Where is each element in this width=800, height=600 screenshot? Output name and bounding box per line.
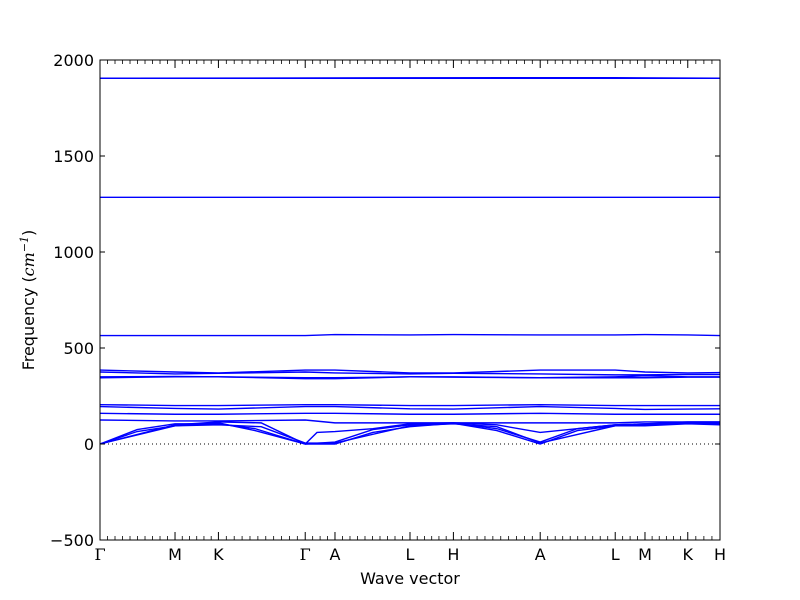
y-tick-label: 1500: [53, 147, 94, 166]
x-tick-label: H: [447, 545, 459, 564]
band-line-5: [99, 369, 721, 374]
x-tick-label: L: [406, 545, 415, 564]
y-axis-label: Frequency (cm−1): [18, 230, 39, 371]
y-tick-label: 0: [84, 435, 94, 454]
band-line-15: [99, 421, 720, 445]
band-line-8: [99, 375, 720, 379]
y-tick-label: 1000: [53, 243, 94, 262]
y-tick-label: 2000: [53, 51, 94, 70]
x-tick-label: A: [330, 545, 341, 564]
band-line-2: [99, 76, 721, 79]
x-tick-label: K: [683, 545, 694, 564]
y-axis-label-suffix: ): [19, 230, 38, 236]
plot-frame: [99, 59, 721, 541]
band-line-12: [99, 419, 720, 424]
plot-content: [99, 76, 721, 445]
y-axis-ticks: −500 0 500 1000 1500 2000: [50, 51, 720, 550]
x-tick-label: M: [638, 545, 652, 564]
band-line-10: [99, 405, 721, 411]
band-line-4: [100, 333, 721, 337]
x-tick-label: K: [213, 545, 224, 564]
y-axis-label-prefix: Frequency (: [19, 276, 38, 370]
y-tick-label: −500: [50, 531, 94, 550]
x-tick-label: A: [535, 545, 546, 564]
x-tick-label: H: [714, 545, 726, 564]
y-axis-label-unit: cm: [19, 252, 38, 276]
band-line-11: [99, 412, 720, 415]
x-tick-label: Γ: [94, 545, 105, 564]
x-tick-label: Γ: [300, 545, 311, 564]
x-tick-label: L: [611, 545, 620, 564]
x-axis-label: Wave vector: [360, 569, 460, 588]
band-line-6: [99, 371, 720, 376]
band-line-16: [99, 423, 721, 445]
y-axis-label-exponent: −1: [18, 236, 31, 252]
y-tick-label: 500: [63, 339, 94, 358]
band-line-9: [99, 403, 720, 407]
x-tick-label: M: [168, 545, 182, 564]
